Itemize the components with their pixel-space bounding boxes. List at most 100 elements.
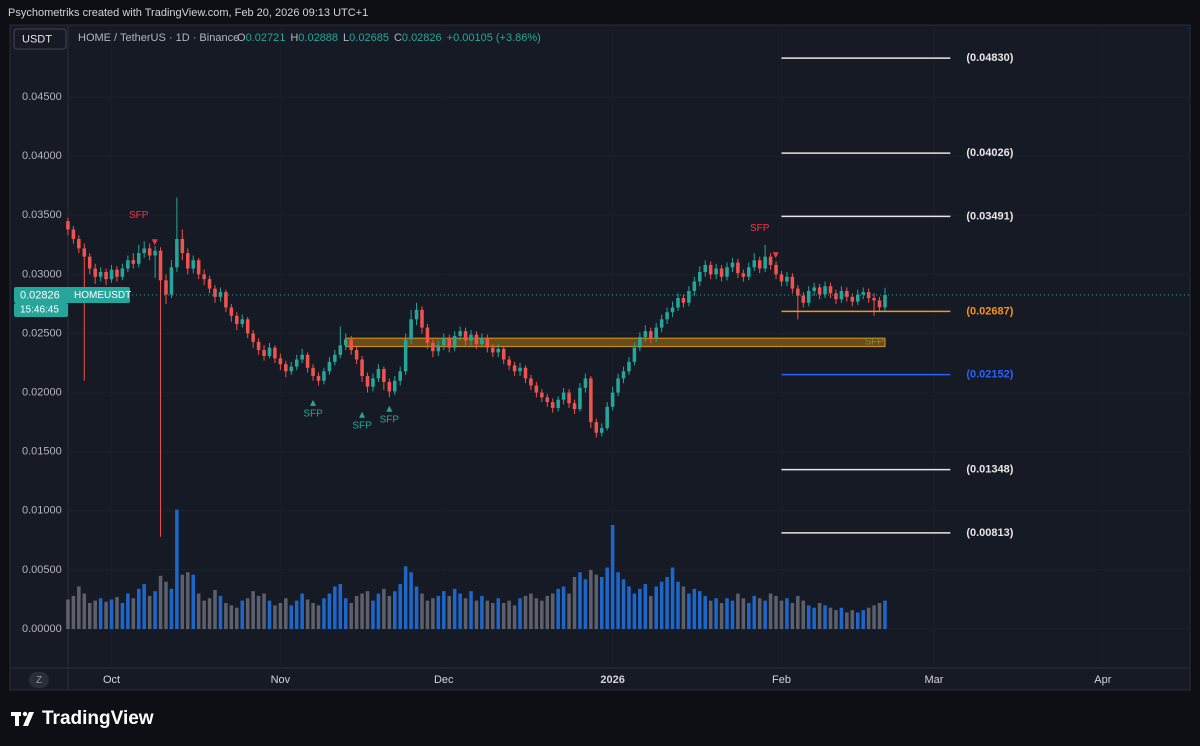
- candle-body: [273, 347, 277, 359]
- volume-bar: [196, 593, 201, 629]
- candle-body: [392, 380, 397, 392]
- volume-bar: [806, 605, 811, 629]
- volume-bar: [599, 576, 604, 629]
- candle-body: [687, 290, 691, 303]
- volume-bar: [692, 588, 697, 629]
- candle-body: [501, 348, 506, 360]
- candle-body: [300, 354, 304, 360]
- candle-body: [224, 292, 228, 308]
- sfp-marker: [310, 399, 317, 406]
- candle-body: [142, 248, 146, 254]
- y-tick-label: 0.02500: [22, 327, 62, 339]
- candle-body: [463, 331, 468, 341]
- candle-body: [382, 368, 386, 382]
- volume-bar: [801, 600, 806, 629]
- volume-bar: [523, 595, 528, 629]
- candle-body: [540, 392, 544, 398]
- volume-bar: [518, 598, 522, 629]
- candle-body: [180, 238, 185, 254]
- candle-body: [311, 367, 315, 377]
- volume-bar: [823, 605, 827, 629]
- volume-bar: [796, 595, 800, 629]
- volume-bar: [790, 602, 795, 629]
- candle-body: [77, 238, 81, 249]
- candle-body: [763, 256, 767, 269]
- volume-bar: [561, 586, 566, 629]
- currency-button[interactable]: [13, 28, 67, 50]
- volume-bar: [491, 602, 495, 629]
- volume-bar: [66, 599, 70, 629]
- volume-bar: [872, 605, 876, 629]
- currency-label[interactable]: USDT: [22, 33, 52, 45]
- candle-body: [327, 361, 332, 372]
- volume-bar: [414, 586, 419, 629]
- volume-bar: [311, 602, 315, 629]
- volume-bar: [322, 598, 326, 629]
- candle-body: [333, 354, 337, 362]
- volume-bar: [659, 581, 664, 629]
- volume-bar: [752, 595, 757, 629]
- candle-body: [545, 397, 550, 403]
- reset-button[interactable]: [29, 672, 49, 688]
- candle-body: [147, 248, 152, 256]
- price-tag-symbol: HOMEUSDT: [74, 290, 131, 301]
- candle-body: [207, 279, 212, 289]
- candle-body: [414, 309, 419, 320]
- candle-body: [567, 392, 571, 404]
- x-tick-label: Apr: [1094, 674, 1111, 686]
- volume-bar: [403, 566, 408, 629]
- annotation: SFP: [352, 420, 372, 431]
- volume-bar: [109, 599, 114, 629]
- candle-body: [284, 364, 288, 372]
- x-tick-label: Dec: [434, 674, 454, 686]
- candle-body: [550, 402, 555, 408]
- price-tag: [14, 286, 130, 303]
- volume-bar: [605, 567, 609, 629]
- candle-body: [665, 312, 669, 320]
- volume-bar: [632, 593, 637, 629]
- volume-bar: [763, 600, 767, 629]
- volume-bar: [768, 593, 773, 629]
- volume-bar: [463, 598, 468, 629]
- volume-bar: [87, 602, 92, 629]
- candle-body: [730, 262, 735, 268]
- y-tick-label: 0.02000: [22, 387, 62, 399]
- candle-body: [583, 378, 588, 388]
- level-label: (0.00813): [966, 527, 1013, 539]
- volume-bar: [583, 579, 588, 629]
- candle-body: [294, 359, 299, 367]
- volume-bar: [175, 509, 179, 629]
- volume-bar: [839, 607, 844, 629]
- candle-body: [371, 378, 375, 387]
- candle-body: [692, 281, 697, 291]
- candle-body: [98, 272, 103, 277]
- volume-bar: [654, 586, 658, 629]
- volume-bar: [785, 598, 789, 629]
- volume-bar: [333, 586, 337, 629]
- candle-body: [828, 286, 833, 294]
- candle-body: [196, 260, 201, 275]
- reset-label[interactable]: Z: [36, 675, 42, 686]
- volume-bar: [665, 576, 669, 629]
- volume-bar: [104, 601, 108, 629]
- candle-body: [349, 339, 353, 351]
- volume-bar: [153, 591, 157, 629]
- candle-body: [627, 361, 631, 372]
- level-label: (0.04830): [966, 52, 1013, 64]
- volume-bar: [316, 605, 321, 629]
- volume-bar: [98, 598, 103, 629]
- candle-body: [66, 221, 70, 230]
- volume-bar: [387, 595, 392, 629]
- candle-body: [316, 376, 321, 381]
- candle-body: [823, 286, 827, 295]
- candle-body: [496, 348, 501, 353]
- candle-body: [512, 365, 517, 372]
- ohlc-label: O: [237, 32, 246, 44]
- candle-body: [191, 260, 195, 269]
- volume-bar: [71, 595, 76, 629]
- volume-bar: [82, 593, 87, 629]
- ohlc-label: L: [343, 32, 349, 44]
- volume-bar: [371, 600, 375, 629]
- volume-bar: [251, 591, 255, 629]
- candle-body: [850, 296, 855, 302]
